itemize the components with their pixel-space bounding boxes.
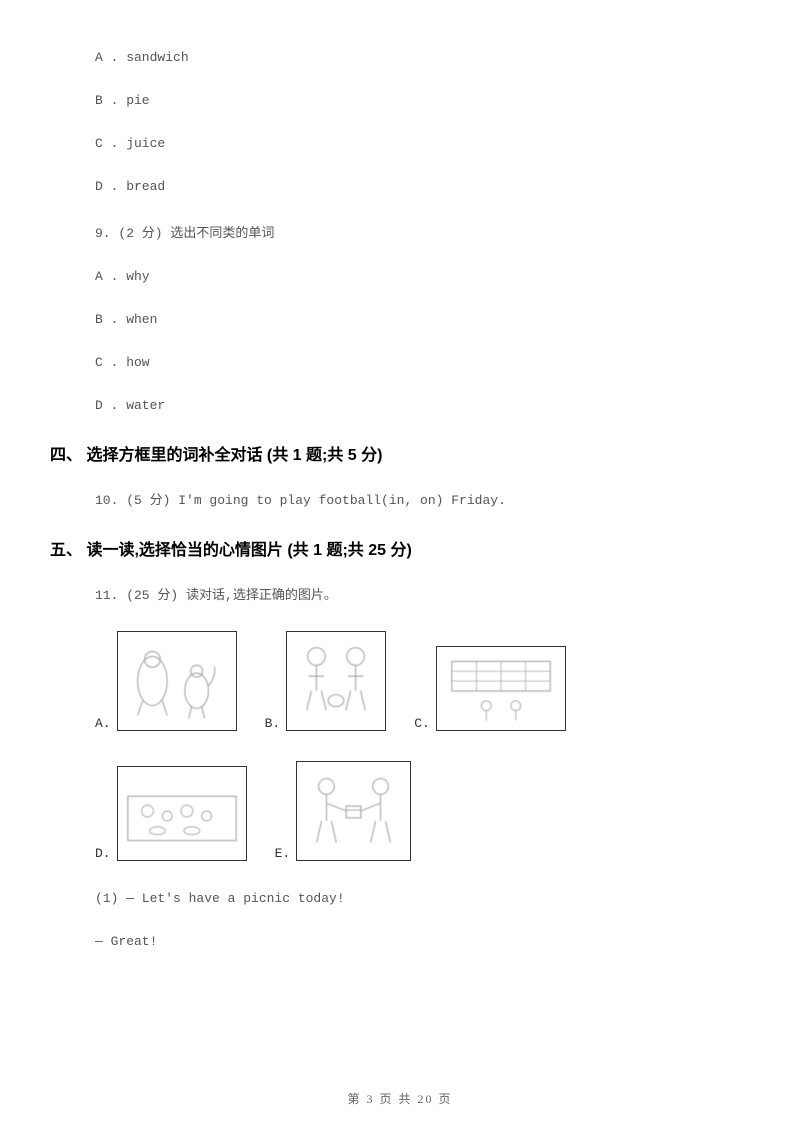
- q8-option-c: C . juice: [95, 136, 750, 151]
- q9-option-b: B . when: [95, 312, 750, 327]
- section-4-heading: 四、 选择方框里的词补全对话 (共 1 题;共 5 分): [50, 441, 750, 465]
- q8-option-d: D . bread: [95, 179, 750, 194]
- page-footer: 第 3 页 共 20 页: [0, 1090, 800, 1107]
- sketch-icon: [287, 631, 385, 731]
- q9-option-a: A . why: [95, 269, 750, 284]
- q11-sub1-line1: (1) — Let's have a picnic today!: [95, 891, 750, 906]
- image-label-b: B.: [265, 716, 281, 731]
- image-box-a: [117, 631, 237, 731]
- image-box-b: [286, 631, 386, 731]
- q9-option-c: C . how: [95, 355, 750, 370]
- image-item-d: D.: [95, 766, 247, 861]
- q9-prompt: 9. (2 分) 选出不同类的单词: [95, 222, 750, 241]
- image-row-1: A. B.: [95, 631, 750, 731]
- sketch-icon: [118, 766, 246, 861]
- image-item-a: A.: [95, 631, 237, 731]
- sketch-icon: [118, 631, 236, 731]
- sketch-icon: [297, 761, 410, 861]
- image-label-c: C.: [414, 716, 430, 731]
- q10-prompt: 10. (5 分) I'm going to play football(in,…: [95, 489, 750, 508]
- q8-option-b: B . pie: [95, 93, 750, 108]
- image-item-c: C.: [414, 646, 566, 731]
- image-label-e: E.: [275, 846, 291, 861]
- q9-option-d: D . water: [95, 398, 750, 413]
- sketch-icon: [437, 646, 565, 731]
- section-5-heading: 五、 读一读,选择恰当的心情图片 (共 1 题;共 25 分): [50, 536, 750, 560]
- image-box-e: [296, 761, 411, 861]
- image-item-e: E.: [275, 761, 412, 861]
- image-label-d: D.: [95, 846, 111, 861]
- q11-sub1-line2: — Great!: [95, 934, 750, 949]
- image-item-b: B.: [265, 631, 387, 731]
- image-row-2: D. E.: [95, 761, 750, 861]
- image-label-a: A.: [95, 716, 111, 731]
- image-box-d: [117, 766, 247, 861]
- q8-option-a: A . sandwich: [95, 50, 750, 65]
- image-box-c: [436, 646, 566, 731]
- q11-prompt: 11. (25 分) 读对话,选择正确的图片。: [95, 584, 750, 603]
